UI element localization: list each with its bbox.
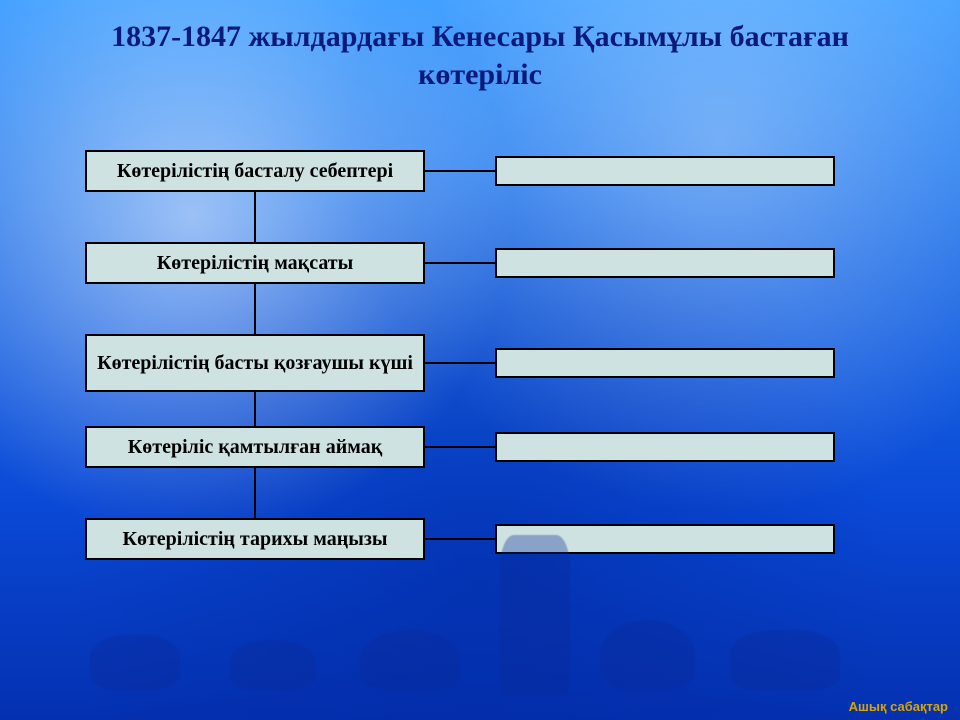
connector-h-5 — [425, 538, 495, 540]
left-box-3: Көтерілістің басты қозғаушы күші — [85, 334, 425, 392]
right-box-3 — [495, 348, 835, 378]
decoration — [360, 630, 460, 690]
connector-h-3 — [425, 362, 495, 364]
page-title: 1837-1847 жылдардағы Кенесары Қасымұлы б… — [0, 18, 960, 93]
decoration — [500, 535, 570, 695]
connector-h-2 — [425, 262, 495, 264]
right-box-4 — [495, 432, 835, 462]
left-box-label: Көтерілістің мақсаты — [157, 252, 354, 275]
slide-stage: 1837-1847 жылдардағы Кенесары Қасымұлы б… — [0, 0, 960, 720]
decoration — [230, 640, 315, 690]
left-box-label: Көтерілістің басталу себептері — [117, 160, 393, 183]
connector-v-3 — [254, 392, 256, 426]
connector-v-4 — [254, 468, 256, 518]
decoration — [90, 635, 180, 690]
connector-h-4 — [425, 446, 495, 448]
decoration — [730, 630, 840, 690]
right-box-1 — [495, 156, 835, 186]
connector-v-1 — [254, 192, 256, 242]
left-box-label: Көтерілістің тарихы маңызы — [122, 528, 387, 551]
left-box-label: Көтеріліс қамтылған аймақ — [128, 436, 382, 459]
left-box-2: Көтерілістің мақсаты — [85, 242, 425, 284]
left-box-4: Көтеріліс қамтылған аймақ — [85, 426, 425, 468]
left-box-label: Көтерілістің басты қозғаушы күші — [97, 352, 413, 375]
decoration — [600, 620, 695, 690]
watermark: Ашық сабақтар — [849, 699, 948, 714]
connector-h-1 — [425, 170, 495, 172]
connector-v-2 — [254, 284, 256, 334]
left-box-5: Көтерілістің тарихы маңызы — [85, 518, 425, 560]
right-box-2 — [495, 248, 835, 278]
left-box-1: Көтерілістің басталу себептері — [85, 150, 425, 192]
